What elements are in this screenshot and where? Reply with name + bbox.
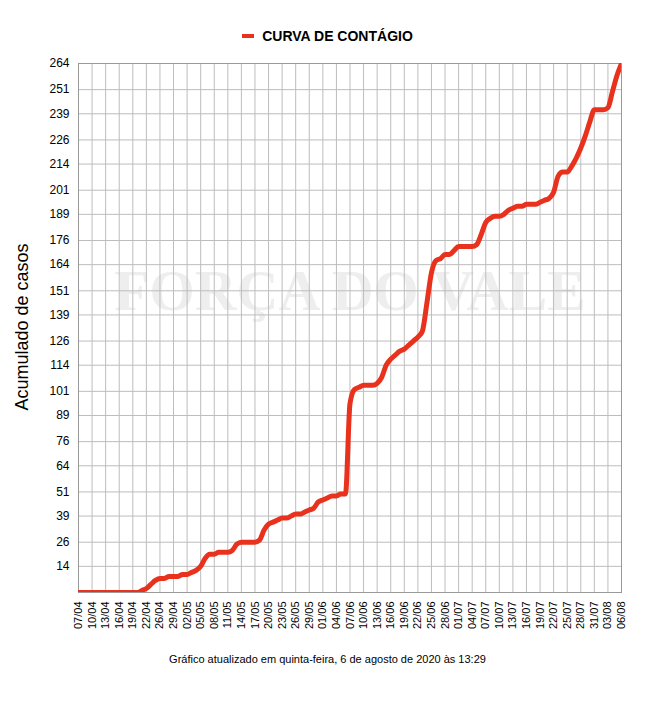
svg-text:22/07: 22/07 bbox=[547, 602, 559, 630]
svg-text:126: 126 bbox=[49, 334, 69, 348]
svg-text:239: 239 bbox=[49, 107, 69, 121]
svg-text:176: 176 bbox=[49, 233, 69, 247]
svg-text:28/06: 28/06 bbox=[439, 602, 451, 630]
svg-text:29/05: 29/05 bbox=[303, 602, 315, 630]
svg-text:25/06: 25/06 bbox=[425, 602, 437, 630]
svg-text:06/08: 06/08 bbox=[615, 602, 627, 630]
svg-text:201: 201 bbox=[49, 183, 69, 197]
svg-text:214: 214 bbox=[49, 157, 69, 171]
svg-text:01/06: 01/06 bbox=[316, 602, 328, 630]
svg-text:02/05: 02/05 bbox=[181, 602, 193, 630]
svg-text:16/07: 16/07 bbox=[520, 602, 532, 630]
svg-text:264: 264 bbox=[49, 56, 69, 70]
svg-text:14/05: 14/05 bbox=[235, 602, 247, 630]
svg-text:13/06: 13/06 bbox=[371, 602, 383, 630]
svg-text:16/06: 16/06 bbox=[384, 602, 396, 630]
html-text:Acumulado de casos: Acumulado de casos bbox=[11, 243, 32, 411]
svg-text:07/06: 07/06 bbox=[344, 602, 356, 630]
svg-text:01/07: 01/07 bbox=[452, 602, 464, 630]
svg-text:114: 114 bbox=[50, 358, 69, 372]
svg-text:22/06: 22/06 bbox=[411, 602, 423, 630]
svg-text:16/04: 16/04 bbox=[113, 602, 125, 630]
svg-text:25/07: 25/07 bbox=[561, 602, 573, 630]
svg-text:04/07: 04/07 bbox=[466, 602, 478, 630]
html-text:CURVA DE CONTÁGIO: CURVA DE CONTÁGIO bbox=[262, 28, 413, 44]
svg-text:226: 226 bbox=[49, 133, 69, 147]
svg-text:26/04: 26/04 bbox=[153, 602, 165, 630]
svg-text:11/05: 11/05 bbox=[221, 602, 233, 629]
svg-text:19/04: 19/04 bbox=[126, 602, 138, 630]
svg-text:64: 64 bbox=[56, 459, 70, 473]
svg-text:26: 26 bbox=[56, 535, 70, 549]
svg-text:22/04: 22/04 bbox=[140, 602, 152, 630]
svg-text:189: 189 bbox=[49, 207, 69, 221]
svg-text:28/07: 28/07 bbox=[574, 602, 586, 630]
svg-text:31/07: 31/07 bbox=[588, 602, 600, 630]
svg-text:14: 14 bbox=[56, 559, 70, 573]
svg-text:13/04: 13/04 bbox=[99, 602, 111, 630]
svg-text:76: 76 bbox=[56, 434, 70, 448]
svg-text:39: 39 bbox=[56, 509, 70, 523]
svg-text:89: 89 bbox=[56, 408, 70, 422]
svg-text:23/05: 23/05 bbox=[276, 602, 288, 630]
svg-text:251: 251 bbox=[49, 82, 69, 96]
svg-text:164: 164 bbox=[49, 257, 69, 271]
html-text:Gráfico atualizado em quinta-f: Gráfico atualizado em quinta-feira, 6 de… bbox=[169, 653, 486, 665]
svg-text:13/07: 13/07 bbox=[506, 602, 518, 630]
svg-text:17/05: 17/05 bbox=[248, 602, 260, 630]
svg-text:101: 101 bbox=[49, 384, 69, 398]
svg-text:03/08: 03/08 bbox=[601, 602, 613, 630]
svg-text:29/04: 29/04 bbox=[167, 602, 179, 630]
svg-text:19/07: 19/07 bbox=[534, 602, 546, 630]
svg-text:05/05: 05/05 bbox=[194, 602, 206, 630]
svg-text:51: 51 bbox=[56, 485, 70, 499]
svg-text:07/04: 07/04 bbox=[72, 602, 84, 630]
svg-text:139: 139 bbox=[49, 308, 69, 322]
svg-text:08/05: 08/05 bbox=[208, 602, 220, 630]
svg-text:10/07: 10/07 bbox=[493, 602, 505, 630]
svg-text:FORÇA DO VALE: FORÇA DO VALE bbox=[114, 257, 586, 323]
svg-text:19/06: 19/06 bbox=[398, 602, 410, 630]
svg-text:07/07: 07/07 bbox=[479, 602, 491, 630]
svg-text:20/05: 20/05 bbox=[262, 602, 274, 630]
svg-text:26/05: 26/05 bbox=[289, 602, 301, 630]
svg-text:10/06: 10/06 bbox=[357, 602, 369, 630]
svg-text:04/06: 04/06 bbox=[330, 602, 342, 630]
svg-text:151: 151 bbox=[49, 284, 69, 298]
svg-text:10/04: 10/04 bbox=[86, 602, 98, 630]
